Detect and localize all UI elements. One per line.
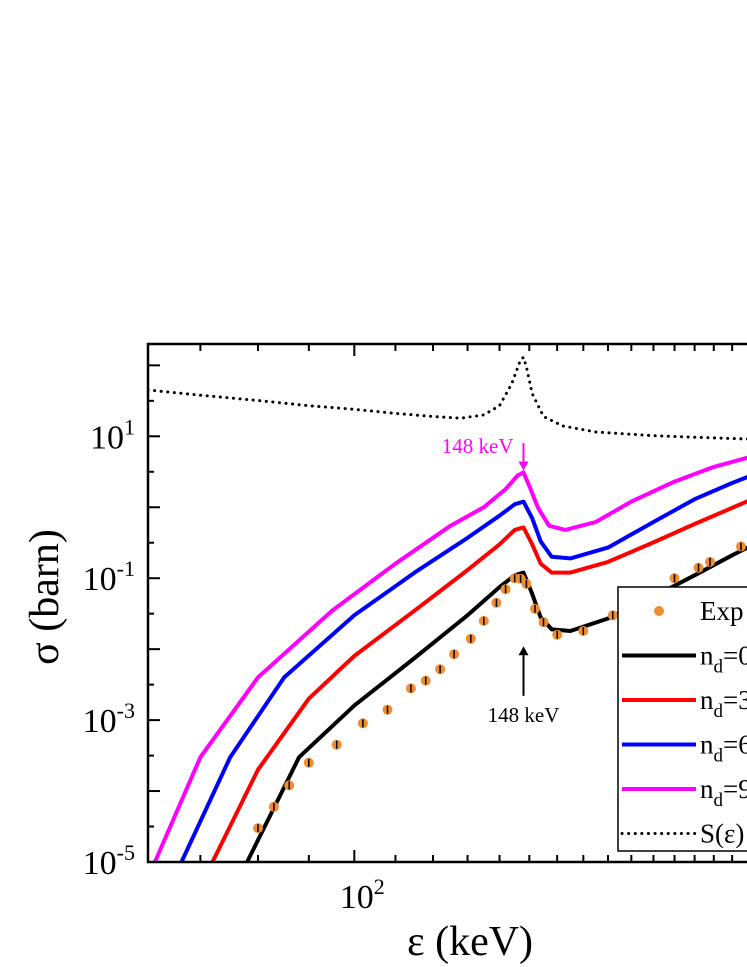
x-tick-label: 102 (340, 874, 385, 916)
legend-label-2: nd=6 (700, 730, 747, 767)
annotation-label: 148 keV (442, 434, 514, 458)
legend-box (617, 586, 747, 852)
legend-label-4: S(ε) (700, 819, 744, 849)
legend-label-1: nd=3 (700, 685, 747, 722)
series-line-0 (245, 545, 747, 862)
legend-marker-exp (654, 606, 664, 616)
series-layer (148, 355, 747, 862)
annotation-label: 148 keV (488, 703, 560, 727)
experiment-layer (253, 541, 746, 834)
legend-label-0: nd=0 (700, 641, 747, 678)
series-line-3 (152, 455, 747, 862)
axis-ticks: 101 10-1 10-3 10-5 102 (83, 344, 734, 916)
y-tick-label: 101 (90, 414, 135, 456)
legend: Exp nd=0 nd=3 nd=6 nd=9 S(ε) (617, 586, 747, 852)
series-line-1 (210, 499, 747, 862)
y-axis-title: σ (barn) (22, 529, 68, 665)
series-line-2 (179, 475, 747, 862)
y-tick-label: 10-1 (83, 556, 135, 598)
x-axis-title: ε (keV) (407, 919, 533, 965)
legend-label-exp: Exp (700, 596, 744, 626)
annotation-arrow (518, 443, 529, 471)
plot-frame (146, 342, 747, 864)
legend-label-3: nd=9 (700, 774, 747, 811)
y-tick-label: 10-5 (83, 840, 135, 882)
annotation-arrow (518, 646, 529, 696)
y-tick-label: 10-3 (83, 698, 135, 740)
